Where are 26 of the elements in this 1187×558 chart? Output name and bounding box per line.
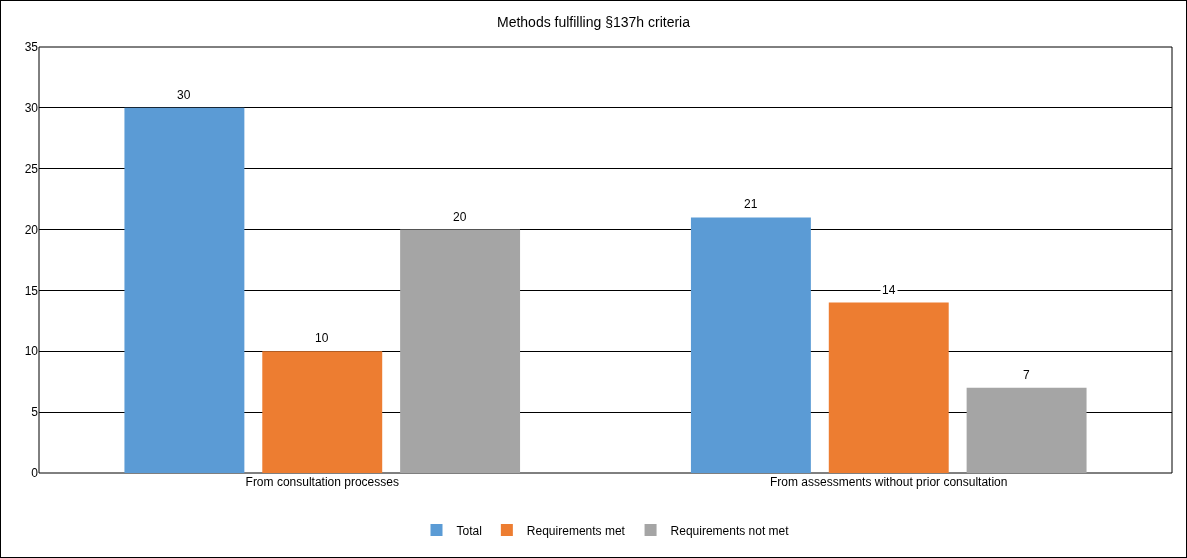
legend-label: Total — [456, 523, 482, 538]
chart-title: Methods fulfilling §137h criteria — [497, 14, 691, 31]
y-tick-label: 10 — [24, 344, 39, 359]
x-tick-label: From assessments without prior consultation — [770, 475, 1008, 489]
bar — [690, 217, 811, 473]
y-tick-label: 5 — [31, 405, 39, 420]
legend-label: Requirements met — [526, 523, 626, 538]
y-tick-label: 20 — [24, 222, 39, 237]
data-label: 30 — [177, 88, 191, 102]
x-tick-label: From consultation processes — [245, 475, 399, 489]
y-tick-label: 15 — [24, 283, 39, 298]
data-label: 7 — [1023, 368, 1030, 382]
data-label: 20 — [453, 210, 467, 224]
bar — [124, 107, 245, 473]
y-tick-label: 0 — [31, 466, 39, 481]
data-label: 14 — [882, 283, 896, 297]
y-tick-label: 25 — [24, 161, 39, 176]
bar — [400, 229, 521, 473]
legend-label: Requirements not met — [670, 523, 790, 538]
y-tick-label: 35 — [24, 40, 39, 55]
data-label: 10 — [315, 331, 329, 345]
bar — [966, 387, 1087, 473]
data-label: 21 — [744, 197, 758, 211]
bar — [262, 351, 383, 473]
bar — [828, 302, 949, 473]
y-tick-label: 30 — [24, 101, 39, 116]
